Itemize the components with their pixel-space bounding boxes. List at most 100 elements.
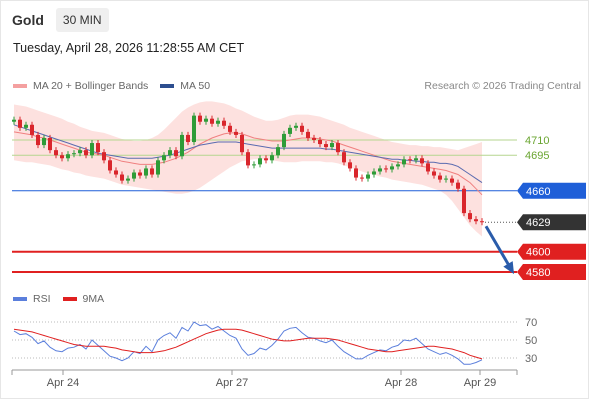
candle-body: [432, 171, 436, 176]
support-tag-4600: [517, 243, 586, 260]
legend-rsi-label: RSI: [33, 293, 51, 305]
candle-body: [108, 160, 112, 171]
candle-body: [318, 140, 322, 145]
candle-body: [192, 115, 196, 143]
candle-body: [78, 150, 82, 154]
candle-body: [252, 164, 256, 166]
candle-body: [54, 150, 58, 156]
candle-body: [426, 163, 430, 172]
candle-body: [342, 152, 346, 163]
timeframe-badge[interactable]: 30 MIN: [55, 8, 109, 32]
candle-body: [390, 166, 394, 170]
price-label-4629: 4629: [526, 217, 550, 229]
candle-body: [264, 158, 268, 161]
forecast-arrowhead-icon: [503, 261, 515, 275]
x-tick-label: Apr 27: [216, 377, 248, 389]
price-label-4660: 4660: [526, 186, 550, 198]
candle-body: [468, 213, 472, 220]
candle-body: [330, 143, 334, 148]
candle-body: [372, 171, 376, 175]
candle-body: [444, 178, 448, 180]
candle-body: [414, 158, 418, 161]
candle-body: [66, 154, 70, 159]
candle-body: [126, 178, 130, 181]
candle-body: [138, 172, 142, 176]
candle-body: [132, 172, 136, 179]
price-label-4710: 4710: [525, 135, 549, 147]
candle-body: [366, 174, 370, 179]
candle-body: [204, 118, 208, 122]
rsi-level-label-70: 70: [525, 317, 537, 329]
legend-rsi9-label: 9MA: [82, 293, 105, 305]
candle-body: [72, 153, 76, 155]
candle-body: [246, 152, 250, 166]
rsi-legend: RSI 9MA: [13, 293, 116, 305]
candle-body: [60, 155, 64, 159]
candle-body: [144, 168, 148, 176]
candle-body: [150, 168, 154, 175]
rsi-line: [13, 321, 483, 365]
candle-body: [462, 188, 466, 214]
candle-body: [18, 119, 22, 128]
candle-body: [90, 143, 94, 156]
candle-body: [120, 174, 124, 181]
candle-body: [162, 155, 166, 161]
header: Gold 30 MIN: [12, 8, 109, 32]
legend-rsi: RSI: [13, 293, 51, 305]
price-label-4580: 4580: [526, 267, 550, 279]
candle-body: [24, 124, 28, 128]
candle-body: [210, 118, 214, 124]
candle-body: [480, 221, 484, 223]
symbol-title: Gold: [12, 12, 44, 28]
candle-body: [408, 159, 412, 161]
candle-body: [438, 175, 442, 180]
rsi9-swatch-icon: [62, 297, 77, 301]
rsi-level-label-30: 30: [525, 353, 537, 365]
candle-body: [420, 158, 424, 164]
candle-body: [276, 147, 280, 156]
ma50-swatch-icon: [160, 84, 175, 88]
price-label-4600: 4600: [526, 247, 550, 259]
price-label-4695: 4695: [525, 150, 549, 162]
support-tag-4580: [517, 264, 586, 280]
candle-body: [456, 182, 460, 189]
candle-body: [270, 155, 274, 161]
candle-body: [222, 120, 226, 126]
candle-body: [360, 177, 364, 179]
research-credit: Research © 2026 Trading Central: [424, 80, 581, 92]
candle-body: [30, 124, 34, 135]
candle-body: [36, 134, 40, 146]
candle-body: [96, 143, 100, 153]
candle-body: [450, 178, 454, 183]
candle-body: [300, 125, 304, 132]
candle-body: [174, 150, 178, 157]
candle-body: [102, 152, 106, 161]
candle-body: [354, 168, 358, 178]
candle-body: [234, 131, 238, 135]
legend-rsi9: 9MA: [62, 293, 105, 305]
rsi9-line: [13, 328, 483, 360]
current-tag-4629: [517, 214, 586, 231]
legend-ma20: MA 20 + Bollinger Bands: [13, 80, 148, 92]
datetime-label: Tuesday, April 28, 2026 11:28:55 AM CET: [13, 41, 245, 55]
candle-body: [474, 219, 478, 222]
candle-body: [42, 137, 46, 146]
candle-body: [186, 134, 190, 143]
pivot-tag-4660: [517, 182, 586, 199]
rsi-level-label-50: 50: [525, 335, 537, 347]
candle-body: [180, 134, 184, 157]
candle-body: [228, 125, 232, 132]
x-tick-label: Apr 24: [47, 377, 79, 389]
forecast-arrow: [484, 225, 513, 270]
legend-ma50: MA 50: [160, 80, 210, 92]
candle-body: [294, 125, 298, 128]
legend-ma20-label: MA 20 + Bollinger Bands: [33, 80, 149, 92]
candle-body: [168, 150, 172, 156]
candle-body: [348, 162, 352, 169]
candle-body: [216, 120, 220, 124]
x-tick-label: Apr 29: [464, 377, 496, 389]
candle-body: [306, 131, 310, 138]
candle-body: [258, 158, 262, 165]
candle-body: [288, 127, 292, 134]
